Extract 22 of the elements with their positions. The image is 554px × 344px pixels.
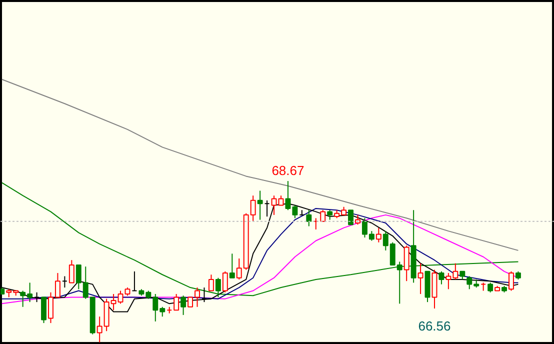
candlestick xyxy=(68,260,74,284)
candlestick xyxy=(438,270,444,285)
candlestick xyxy=(320,210,326,222)
candlestick xyxy=(508,270,514,292)
candlestick xyxy=(306,210,312,227)
candlestick xyxy=(404,245,410,282)
candlestick xyxy=(229,253,235,278)
candlestick xyxy=(418,262,424,294)
candlestick xyxy=(327,210,333,220)
annotation: 68.67 xyxy=(272,163,304,178)
candlestick xyxy=(222,270,228,293)
candlestick xyxy=(41,296,46,324)
candlestick xyxy=(271,195,277,216)
candlestick xyxy=(348,210,354,226)
candlestick xyxy=(488,282,494,293)
candlestick xyxy=(278,195,284,206)
candlestick xyxy=(208,274,214,292)
candlestick xyxy=(180,295,186,316)
candlestick xyxy=(376,227,382,243)
annotation: 66.56 xyxy=(418,318,451,334)
candlestick xyxy=(257,190,263,220)
candlestick xyxy=(174,293,180,311)
